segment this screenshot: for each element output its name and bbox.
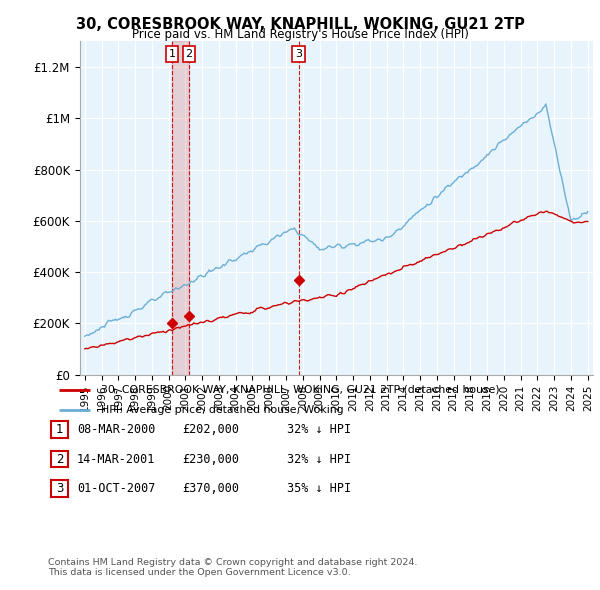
Text: £230,000: £230,000 (182, 453, 239, 466)
Text: 32% ↓ HPI: 32% ↓ HPI (287, 453, 351, 466)
Text: 32% ↓ HPI: 32% ↓ HPI (287, 423, 351, 436)
Text: Price paid vs. HM Land Registry's House Price Index (HPI): Price paid vs. HM Land Registry's House … (131, 28, 469, 41)
Text: HPI: Average price, detached house, Woking: HPI: Average price, detached house, Woki… (101, 405, 343, 415)
Text: 08-MAR-2000: 08-MAR-2000 (77, 423, 155, 436)
Text: 2: 2 (185, 49, 193, 59)
Text: 30, CORESBROOK WAY, KNAPHILL, WOKING, GU21 2TP (detached house): 30, CORESBROOK WAY, KNAPHILL, WOKING, GU… (101, 385, 499, 395)
Text: Contains HM Land Registry data © Crown copyright and database right 2024.: Contains HM Land Registry data © Crown c… (48, 558, 418, 566)
Text: £202,000: £202,000 (182, 423, 239, 436)
Text: 3: 3 (56, 482, 63, 495)
Text: 35% ↓ HPI: 35% ↓ HPI (287, 482, 351, 495)
Text: This data is licensed under the Open Government Licence v3.0.: This data is licensed under the Open Gov… (48, 568, 350, 577)
Text: 3: 3 (295, 49, 302, 59)
Text: 14-MAR-2001: 14-MAR-2001 (77, 453, 155, 466)
Text: £370,000: £370,000 (182, 482, 239, 495)
Text: 30, CORESBROOK WAY, KNAPHILL, WOKING, GU21 2TP: 30, CORESBROOK WAY, KNAPHILL, WOKING, GU… (76, 17, 524, 31)
Text: 01-OCT-2007: 01-OCT-2007 (77, 482, 155, 495)
Text: 1: 1 (169, 49, 175, 59)
Text: 1: 1 (56, 423, 63, 436)
Bar (172, 41, 189, 375)
Text: 2: 2 (56, 453, 63, 466)
